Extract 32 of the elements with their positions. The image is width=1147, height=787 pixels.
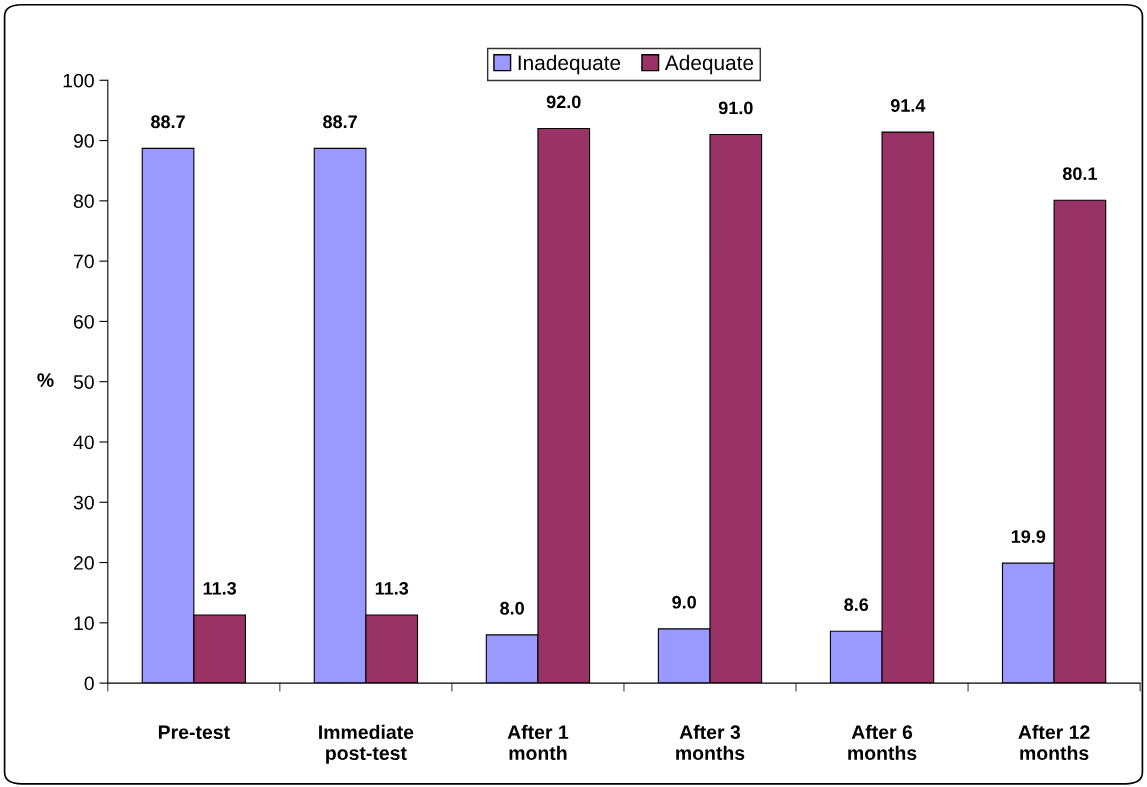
y-tick-label: 30	[73, 495, 94, 510]
y-tick-label: 100	[63, 73, 94, 88]
data-label: 92.0	[546, 95, 581, 109]
y-tick-label: 70	[73, 254, 94, 269]
x-tick-label: After 3 months	[676, 724, 745, 761]
data-label: 88.7	[151, 115, 185, 129]
y-tick-label: 60	[73, 314, 94, 329]
x-tick-label: After 1 month	[507, 724, 569, 761]
data-label: 88.7	[323, 115, 357, 129]
y-tick-label: 50	[73, 375, 94, 389]
data-label: 91.0	[718, 101, 753, 115]
y-tick-label: 90	[73, 134, 94, 148]
legend-label: Adequate	[664, 54, 754, 75]
data-label: 9.0	[672, 595, 696, 609]
data-label: 11.3	[203, 581, 237, 595]
data-label: 91.4	[890, 99, 926, 112]
x-tick-label: Pre-test	[158, 725, 230, 740]
y-tick-label: 80	[73, 194, 94, 209]
x-tick-label: Immediate post-test	[319, 724, 414, 764]
data-label: 8.0	[500, 601, 524, 615]
y-axis-title: %	[37, 373, 54, 387]
y-tick-label: 10	[74, 616, 94, 631]
data-label: 19.9	[1011, 530, 1046, 543]
data-label: 8.6	[844, 598, 869, 612]
data-label: 80.1	[1062, 167, 1097, 180]
data-label: 11.3	[375, 581, 409, 595]
y-tick-label: 0	[84, 676, 94, 691]
x-tick-label: After 12 months	[1018, 724, 1090, 761]
y-tick-label: 20	[73, 556, 94, 570]
legend-label: Inadequate	[518, 54, 621, 75]
y-tick-label: 40	[73, 435, 94, 450]
x-tick-label: After 6 months	[848, 724, 917, 761]
